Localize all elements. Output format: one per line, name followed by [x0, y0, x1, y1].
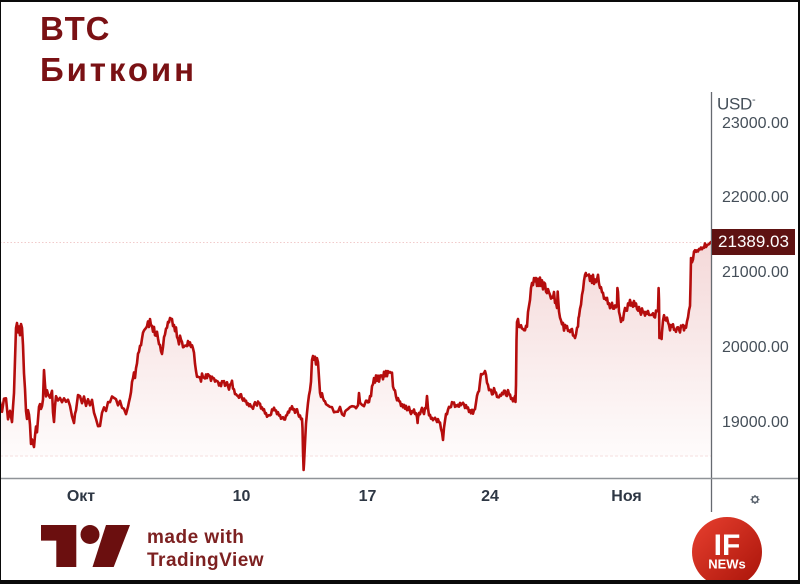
svg-text:IF: IF: [714, 529, 741, 562]
svg-text:NEWs: NEWs: [708, 557, 746, 572]
